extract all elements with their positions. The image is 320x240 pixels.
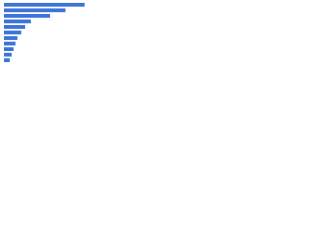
- chart: [4, 2, 85, 63]
- bar: [4, 58, 10, 63]
- bar: [4, 47, 14, 52]
- bar: [4, 25, 26, 29]
- bar: [4, 36, 18, 40]
- bar: [4, 30, 22, 35]
- bar: [4, 13, 51, 18]
- bar: [4, 8, 66, 13]
- bar: [4, 41, 16, 46]
- bar: [4, 19, 31, 24]
- bar: [4, 2, 85, 7]
- bar: [4, 52, 12, 57]
- page: (() => { const data = JSON.parse(documen…: [0, 0, 320, 71]
